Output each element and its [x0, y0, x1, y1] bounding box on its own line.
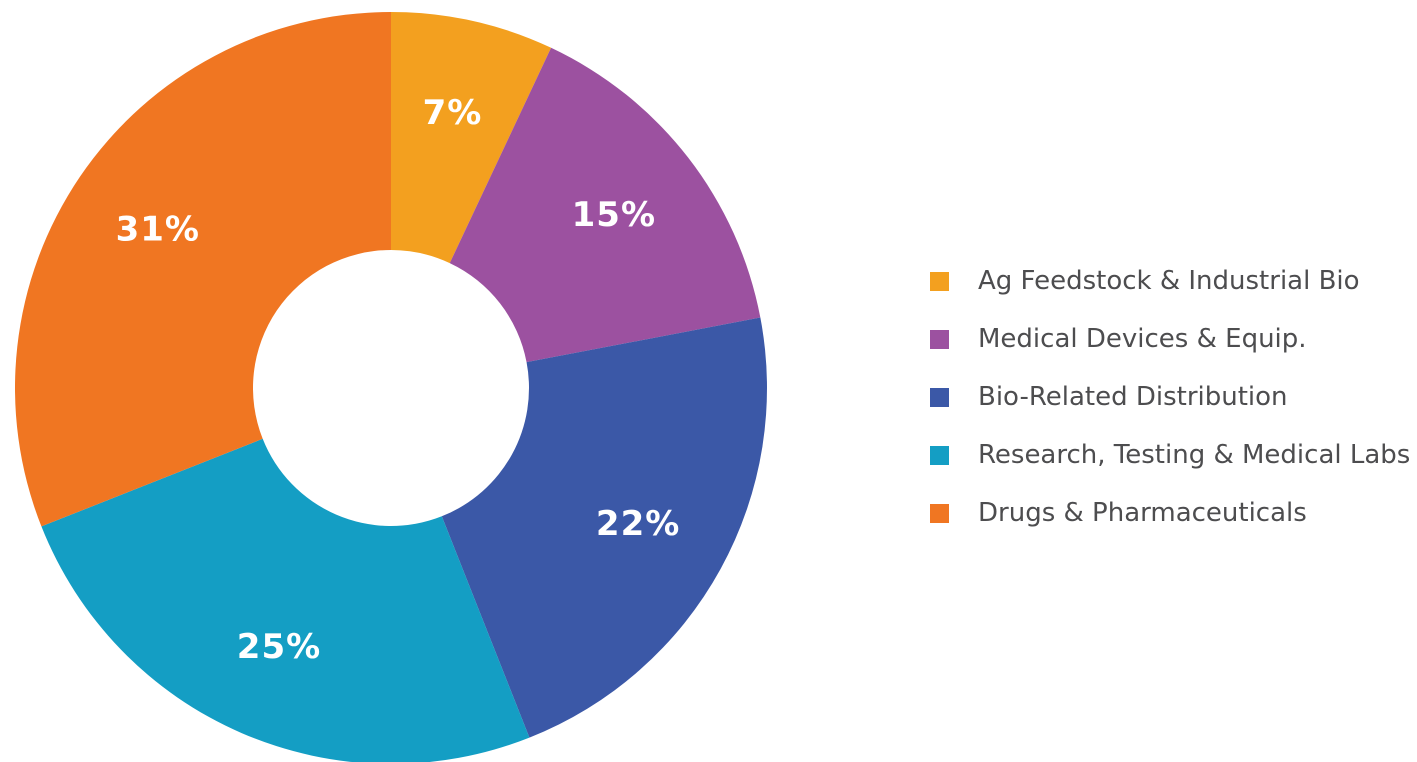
legend-item-2: Medical Devices & Equip. — [930, 310, 1410, 368]
data-label-5: 31% — [116, 209, 200, 249]
slice-5 — [15, 12, 392, 527]
data-label-3: 22% — [596, 504, 680, 544]
legend-label: Research, Testing & Medical Labs — [978, 440, 1411, 470]
slice-1 — [391, 12, 552, 264]
slice-2 — [449, 47, 761, 363]
data-label-1: 7% — [423, 93, 483, 133]
legend-item-3: Bio-Related Distribution — [930, 368, 1410, 426]
legend-label: Medical Devices & Equip. — [978, 324, 1307, 354]
chart-legend: Ag Feedstock & Industrial Bio Medical Dev… — [930, 252, 1410, 542]
legend-item-4: Research, Testing & Medical Labs — [930, 426, 1410, 484]
slice-3 — [441, 317, 767, 738]
legend-swatch — [930, 503, 949, 523]
data-label-2: 15% — [572, 195, 656, 235]
legend-swatch — [930, 271, 949, 291]
legend-swatch — [930, 387, 949, 407]
chart-data-labels: 7% 15% 22% 25% 31% — [116, 93, 680, 667]
slice-4 — [41, 438, 530, 762]
legend-swatch — [930, 329, 949, 349]
chart-slices — [15, 12, 767, 762]
legend-swatch — [930, 445, 949, 465]
legend-label: Ag Feedstock & Industrial Bio — [978, 266, 1360, 296]
legend-label: Bio-Related Distribution — [978, 382, 1288, 412]
legend-label: Drugs & Pharmaceuticals — [978, 498, 1307, 528]
legend-item-1: Ag Feedstock & Industrial Bio — [930, 252, 1410, 310]
data-label-4: 25% — [237, 627, 321, 667]
legend-item-5: Drugs & Pharmaceuticals — [930, 484, 1410, 542]
